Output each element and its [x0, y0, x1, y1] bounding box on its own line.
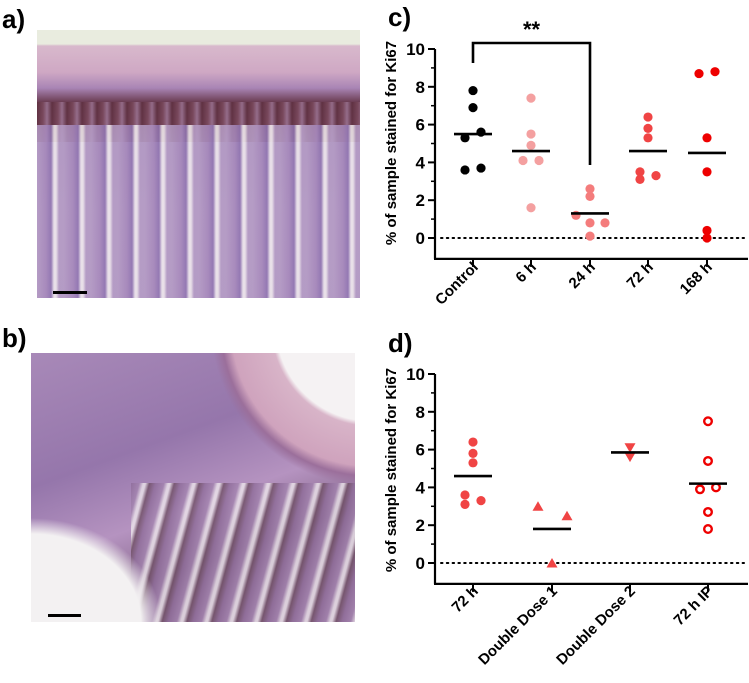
y-tick-label: 6 — [416, 116, 425, 135]
panel-label-d: d) — [388, 328, 413, 358]
data-point — [635, 167, 645, 177]
x-tick-label: Double Dose 1 — [475, 583, 561, 669]
y-tick-label: 4 — [416, 153, 426, 172]
y-tick-label: 10 — [406, 40, 425, 59]
data-series-control — [454, 85, 492, 175]
data-point — [695, 484, 706, 495]
x-tick-label: 72 h IP — [671, 583, 717, 629]
data-point — [585, 191, 595, 202]
y-tick-label: 6 — [416, 441, 425, 460]
data-point — [532, 501, 544, 511]
data-point — [624, 452, 636, 463]
data-point — [561, 510, 573, 521]
data-series-double-dose-1 — [532, 501, 573, 568]
data-point — [460, 133, 470, 143]
y-tick-label: 8 — [416, 403, 425, 422]
y-tick-label: 2 — [416, 516, 425, 535]
panel-label-c: c) — [388, 2, 412, 32]
data-point — [468, 102, 478, 113]
data-point — [702, 225, 712, 236]
lumen-background — [31, 502, 181, 622]
x-tick-label: 72 h — [449, 583, 482, 616]
data-point — [694, 68, 704, 79]
data-point — [585, 184, 595, 194]
data-point — [710, 67, 720, 77]
data-point — [702, 133, 712, 143]
histology-image-a — [37, 30, 360, 298]
data-series-168-h — [688, 67, 726, 243]
data-series-72-h-ip — [689, 416, 727, 534]
data-point — [585, 231, 595, 241]
data-series-72-h — [629, 112, 667, 185]
data-point — [643, 133, 653, 143]
data-point — [468, 437, 478, 447]
data-point — [600, 218, 610, 228]
data-point — [651, 171, 661, 181]
data-series-24-h — [571, 184, 610, 241]
data-point — [703, 506, 714, 517]
y-tick-label: 0 — [416, 554, 425, 573]
data-point — [468, 448, 478, 458]
data-point — [534, 155, 544, 166]
y-axis-label: % of sample stained for Ki67 — [383, 368, 400, 572]
data-point — [702, 233, 712, 243]
data-point — [476, 496, 486, 506]
data-point — [460, 165, 470, 175]
panel-label-b: b) — [2, 323, 27, 353]
data-point — [468, 458, 478, 468]
y-axis-label: % of sample stained for Ki67 — [383, 41, 400, 245]
data-point — [460, 490, 470, 500]
scale-bar-a — [53, 291, 87, 294]
data-point — [643, 123, 653, 133]
y-tick-label: 10 — [406, 365, 425, 384]
data-point — [703, 523, 714, 534]
data-point — [526, 129, 536, 139]
panel-label-a: a) — [2, 4, 26, 34]
significance-bracket — [471, 41, 592, 165]
data-point — [526, 203, 536, 213]
data-point — [468, 85, 478, 96]
data-point — [643, 112, 653, 122]
data-point — [476, 163, 486, 173]
data-point — [635, 174, 645, 185]
data-series-6-h — [512, 93, 550, 213]
scale-bar-b — [48, 614, 81, 617]
data-point — [518, 155, 528, 166]
y-tick-label: 4 — [416, 478, 426, 497]
data-series-72-h — [454, 437, 492, 510]
data-point — [526, 140, 536, 150]
data-point — [702, 167, 712, 177]
data-point — [703, 416, 714, 427]
significance-stars: ** — [523, 17, 541, 42]
villi-layer — [37, 125, 360, 298]
histology-image-b — [31, 353, 355, 622]
data-series-double-dose-2 — [611, 443, 649, 463]
y-tick-label: 8 — [416, 78, 425, 97]
y-tick-label: 0 — [416, 229, 425, 248]
data-point — [526, 93, 536, 103]
data-point — [585, 218, 595, 228]
y-tick-label: 2 — [416, 191, 425, 210]
data-point — [624, 443, 636, 453]
x-tick-label: Double Dose 2 — [553, 583, 639, 669]
data-point — [460, 499, 470, 510]
data-point — [546, 558, 558, 568]
data-point — [703, 455, 714, 466]
